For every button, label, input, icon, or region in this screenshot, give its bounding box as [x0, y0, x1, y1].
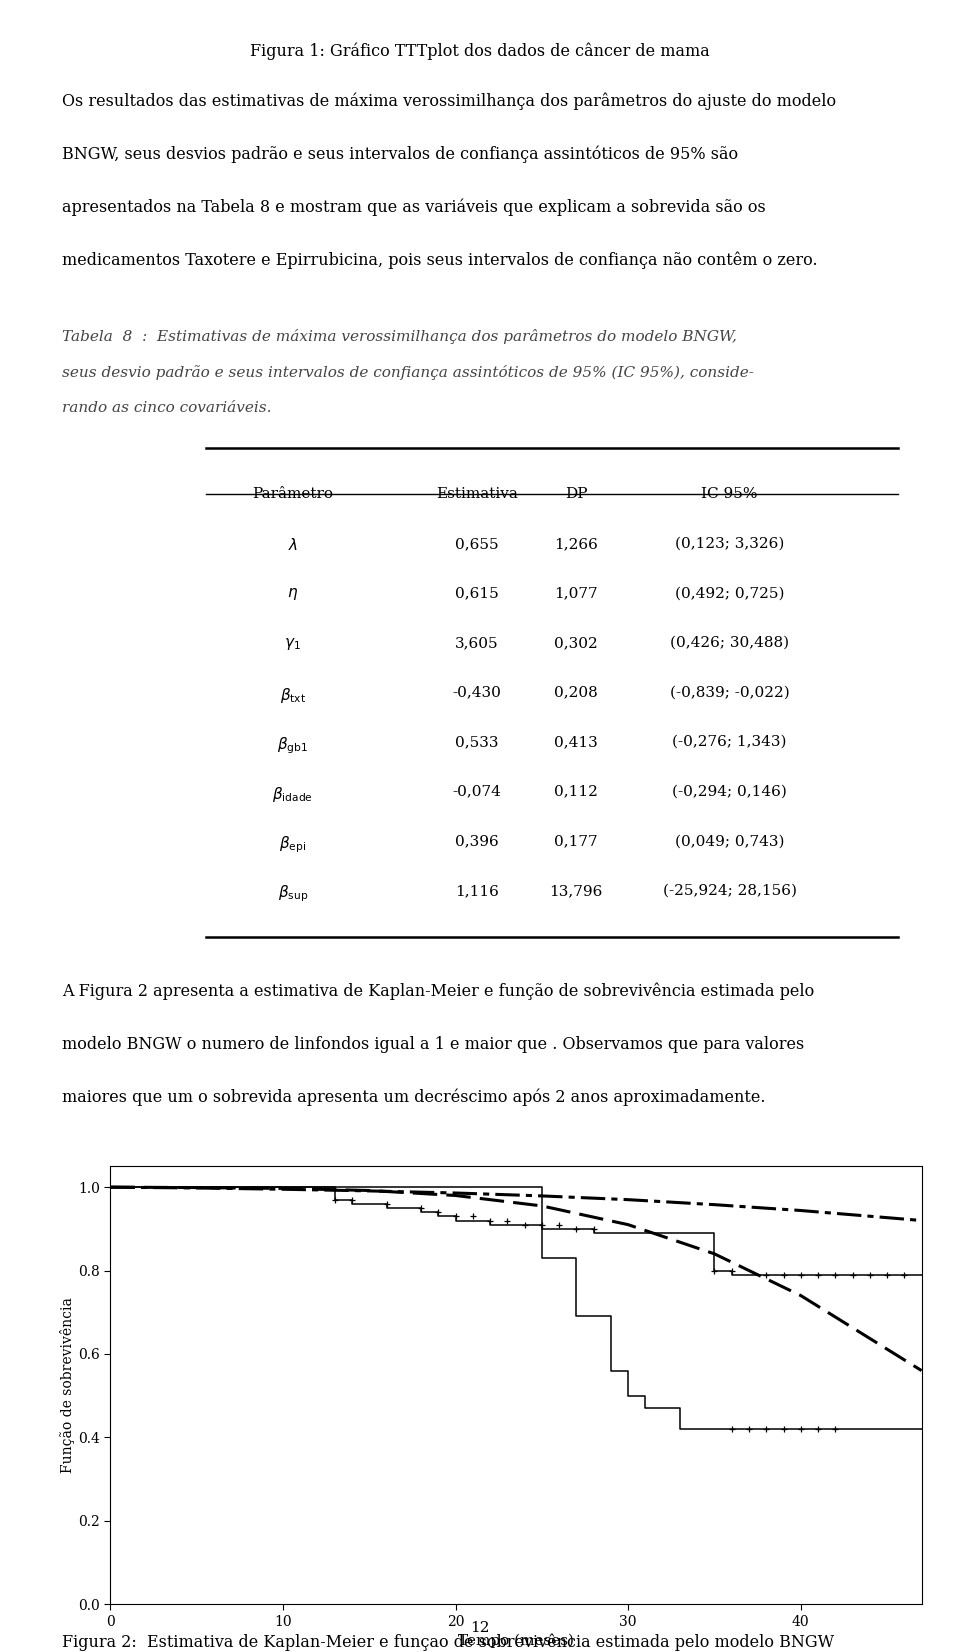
Text: 0,396: 0,396: [455, 834, 499, 847]
Text: seus desvio padrão e seus intervalos de confiança assintóticos de 95% (IC 95%), : seus desvio padrão e seus intervalos de …: [62, 365, 755, 380]
Text: (0,049; 0,743): (0,049; 0,743): [675, 834, 784, 847]
Text: (-0,839; -0,022): (-0,839; -0,022): [670, 686, 789, 699]
Text: Estimativa: Estimativa: [436, 487, 518, 501]
Text: 1,116: 1,116: [455, 884, 499, 897]
Text: $\gamma_1$: $\gamma_1$: [284, 636, 301, 653]
Text: Figura 1: Gráfico TTTplot dos dados de câncer de mama: Figura 1: Gráfico TTTplot dos dados de c…: [251, 43, 709, 61]
Text: $\beta_{\mathrm{txt}}$: $\beta_{\mathrm{txt}}$: [279, 686, 306, 705]
Text: 0,177: 0,177: [554, 834, 598, 847]
Text: -0,074: -0,074: [453, 785, 501, 798]
X-axis label: Tempo (meses): Tempo (meses): [458, 1634, 574, 1649]
Text: Tabela  8  :  Estimativas de máxima verossimilhança dos parâmetros do modelo BNG: Tabela 8 : Estimativas de máxima verossi…: [62, 329, 737, 344]
Text: $\lambda$: $\lambda$: [288, 537, 298, 553]
Text: 0,413: 0,413: [554, 735, 598, 748]
Text: DP: DP: [564, 487, 588, 501]
Text: Parâmetro: Parâmetro: [252, 487, 333, 501]
Text: 13,796: 13,796: [549, 884, 603, 897]
Text: maiores que um o sobrevida apresenta um decréscimo após 2 anos aproximadamente.: maiores que um o sobrevida apresenta um …: [62, 1089, 766, 1107]
Text: 3,605: 3,605: [455, 636, 499, 649]
Text: 0,615: 0,615: [455, 586, 499, 600]
Text: 1,266: 1,266: [554, 537, 598, 550]
Text: 0,655: 0,655: [455, 537, 499, 550]
Text: $\beta_{\mathrm{epi}}$: $\beta_{\mathrm{epi}}$: [279, 834, 306, 854]
Text: Figura 2:  Estimativa de Kaplan-Meier e funçao de sobrevivência estimada pelo mo: Figura 2: Estimativa de Kaplan-Meier e f…: [62, 1634, 834, 1652]
Y-axis label: Função de sobrevivência: Função de sobrevivência: [60, 1297, 75, 1474]
Text: (0,426; 30,488): (0,426; 30,488): [670, 636, 789, 649]
Text: $\eta$: $\eta$: [287, 586, 299, 603]
Text: (-0,294; 0,146): (-0,294; 0,146): [672, 785, 787, 798]
Text: rando as cinco covariáveis.: rando as cinco covariáveis.: [62, 401, 272, 415]
Text: A Figura 2 apresenta a estimativa de Kaplan-Meier e função de sobrevivência esti: A Figura 2 apresenta a estimativa de Kap…: [62, 983, 815, 1001]
Text: medicamentos Taxotere e Epirrubicina, pois seus intervalos de confiança não cont: medicamentos Taxotere e Epirrubicina, po…: [62, 251, 818, 269]
Text: $\beta_{\mathrm{gb1}}$: $\beta_{\mathrm{gb1}}$: [277, 735, 308, 755]
Text: Os resultados das estimativas de máxima verossimilhança dos parâmetros do ajuste: Os resultados das estimativas de máxima …: [62, 93, 836, 111]
Text: 0,112: 0,112: [554, 785, 598, 798]
Text: (-0,276; 1,343): (-0,276; 1,343): [672, 735, 787, 748]
Text: (0,492; 0,725): (0,492; 0,725): [675, 586, 784, 600]
Text: 12: 12: [470, 1622, 490, 1635]
Text: $\beta_{\mathrm{sup}}$: $\beta_{\mathrm{sup}}$: [277, 884, 308, 904]
Text: (0,123; 3,326): (0,123; 3,326): [675, 537, 784, 550]
Text: apresentados na Tabela 8 e mostram que as variáveis que explicam a sobrevida são: apresentados na Tabela 8 e mostram que a…: [62, 198, 766, 216]
Text: 1,077: 1,077: [554, 586, 598, 600]
Text: BNGW, seus desvios padrão e seus intervalos de confiança assintóticos de 95% são: BNGW, seus desvios padrão e seus interva…: [62, 145, 738, 164]
Text: 0,533: 0,533: [455, 735, 499, 748]
Text: $\beta_{\mathrm{idade}}$: $\beta_{\mathrm{idade}}$: [273, 785, 313, 805]
Text: (-25,924; 28,156): (-25,924; 28,156): [662, 884, 797, 897]
Text: modelo BNGW o numero de linfondos igual a 1 e maior que . Observamos que para va: modelo BNGW o numero de linfondos igual …: [62, 1036, 804, 1052]
Text: IC 95%: IC 95%: [702, 487, 757, 501]
Text: 0,208: 0,208: [554, 686, 598, 699]
Text: -0,430: -0,430: [453, 686, 501, 699]
Text: 0,302: 0,302: [554, 636, 598, 649]
